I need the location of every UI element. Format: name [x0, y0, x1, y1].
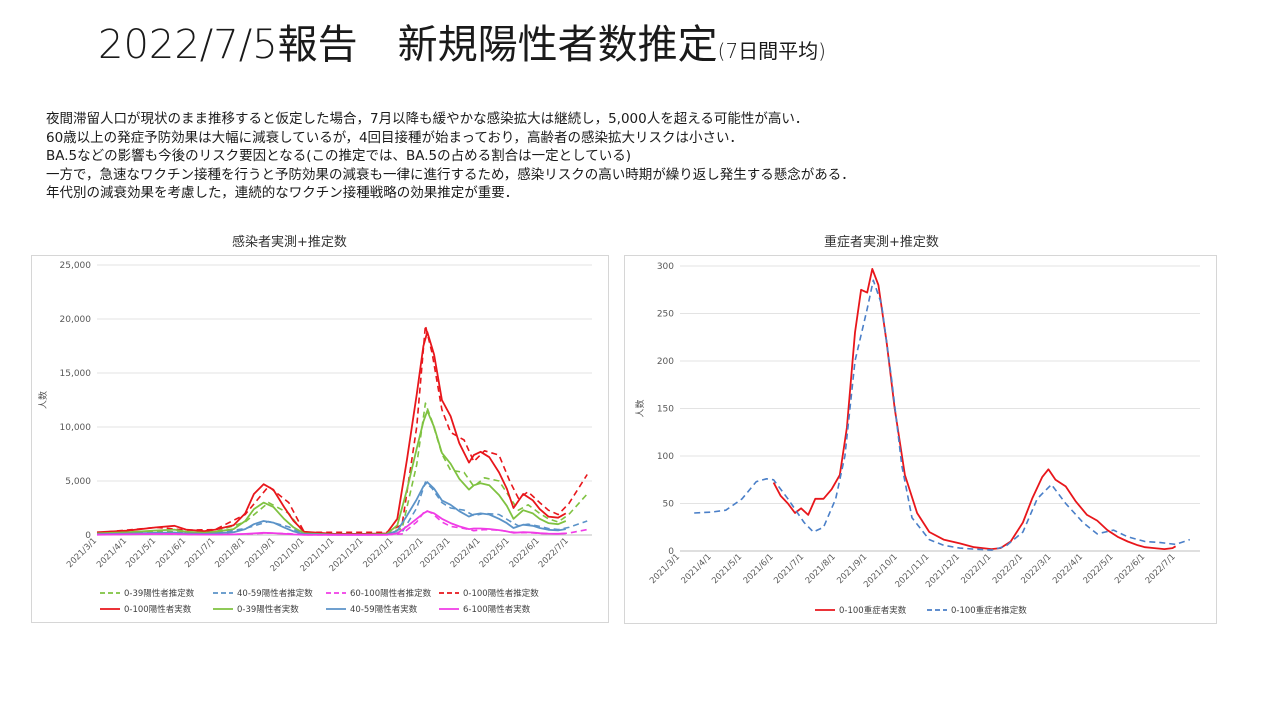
severe-chart-panel: 0 50 100 150 200 250 300 人数 2021/3/1 2021/4/1 2021…: [624, 255, 1217, 624]
legend-label: 40-59陽性者推定数: [237, 588, 313, 599]
x-tick-label: 2022/5/1: [478, 536, 512, 570]
x-tick-label: 2022/3/1: [419, 536, 453, 570]
y-tick-label: 0: [668, 547, 674, 557]
legend-label: 0-100重症者実数: [839, 605, 907, 616]
series-line: [96, 402, 588, 535]
x-tick-label: 2021/3/1: [648, 552, 682, 586]
infections-chart: 0 5,000 10,000 15,000 20,000 25,000 人数 2021/3/1…: [37, 261, 592, 615]
y-tick-label: 250: [657, 310, 674, 320]
x-tick-label: 2022/2/1: [991, 552, 1025, 586]
page-title: 2022/7/5報告 新規陽性者数推定(7日間平均): [98, 12, 826, 70]
x-tick-label: 2021/4/1: [680, 552, 714, 586]
title-suffix: (7日間平均): [717, 39, 826, 63]
x-tick-label: 2021/5/1: [710, 552, 744, 586]
legend-label: 6-100陽性者実数: [463, 604, 531, 615]
legend-label: 0-100重症者推定数: [951, 605, 1027, 616]
chart-title-infections: 感染者実測+推定数: [232, 235, 347, 250]
x-tick-label: 2022/6/1: [508, 536, 542, 570]
series-line: [96, 510, 566, 536]
y-tick-label: 300: [657, 262, 674, 272]
x-tick-label: 2021/6/1: [154, 536, 188, 570]
description: 夜間滞留人口が現状のまま推移すると仮定した場合，7月以降も緩やかな感染拡大は継続…: [46, 110, 855, 203]
y-tick-label: 15,000: [60, 369, 92, 379]
x-tick-label: 2022/1/1: [959, 552, 993, 586]
x-tick-label: 2021/6/1: [742, 552, 776, 586]
infections-chart-panel: 0 5,000 10,000 15,000 20,000 25,000 人数 2021/3/1…: [31, 255, 609, 623]
series-line: [96, 481, 566, 536]
description-line: 夜間滞留人口が現状のまま推移すると仮定した場合，7月以降も緩やかな感染拡大は継続…: [46, 111, 809, 127]
x-tick-label: 2021/8/1: [213, 536, 247, 570]
y-axis-label: 人数: [37, 391, 49, 409]
legend-label: 0-100陽性者実数: [124, 604, 192, 615]
severe-chart: 050100150200250300人数2021/3/12021/4/12021…: [634, 262, 1200, 616]
x-tick-label: 2021/7/1: [772, 552, 806, 586]
x-tick-label: 2021/7/1: [183, 536, 217, 570]
legend-label: 60-100陽性者推定数: [350, 588, 432, 599]
series-line: [96, 481, 588, 536]
x-tick-label: 2022/7/1: [537, 536, 571, 570]
description-line: 一方で，急速なワクチン接種を行うと予防効果の減衰も一律に進行するため，感染リスク…: [46, 166, 855, 183]
y-tick-label: 150: [657, 405, 674, 415]
series-line: [96, 409, 567, 536]
y-tick-label: 5,000: [65, 477, 91, 487]
x-tick-label: 2022/4/1: [449, 536, 483, 570]
y-tick-label: 100: [657, 452, 674, 462]
series-line: [772, 267, 1177, 551]
legend-label: 0-39陽性者実数: [237, 604, 299, 615]
legend-label: 0-39陽性者推定数: [124, 588, 195, 599]
legend-label: 40-59陽性者実数: [350, 604, 418, 615]
y-tick-label: 25,000: [60, 261, 92, 271]
x-tick-label: 2021/5/1: [124, 536, 158, 570]
y-tick-label: 20,000: [60, 315, 92, 325]
series-line: [96, 331, 567, 535]
legend-label: 0-100陽性者推定数: [463, 588, 539, 599]
series-line: [96, 324, 588, 534]
x-tick-label: 2022/7/1: [1144, 552, 1178, 586]
x-tick-label: 2022/1/1: [361, 536, 395, 570]
title-main: 2022/7/5報告 新規陽性者数推定: [98, 22, 718, 68]
y-axis-label: 人数: [634, 399, 646, 417]
description-line: BA.5などの影響も今後のリスク要因となる(この推定では、BA.5の占める割合は…: [46, 148, 632, 164]
x-tick-label: 2021/8/1: [804, 552, 838, 586]
y-tick-label: 10,000: [60, 423, 92, 433]
chart-title-severe: 重症者実測+推定数: [824, 235, 939, 250]
description-line: 年代別の減衰効果を考慮した，連続的なワクチン接種戦略の効果推定が重要．: [46, 185, 519, 201]
description-line: 60歳以上の発症予防効果は大幅に減衰しているが，4回目接種が始まっており，高齢者…: [46, 129, 743, 146]
y-tick-label: 50: [663, 500, 675, 510]
x-tick-label: 2022/4/1: [1051, 552, 1085, 586]
x-tick-label: 2022/5/1: [1082, 552, 1116, 586]
x-tick-label: 2022/3/1: [1019, 552, 1053, 586]
x-tick-label: 2021/4/1: [95, 536, 129, 570]
x-tick-label: 2021/3/1: [65, 536, 99, 570]
y-tick-label: 0: [85, 531, 91, 541]
y-tick-label: 200: [657, 357, 674, 367]
series-line: [694, 279, 1191, 551]
x-tick-label: 2022/6/1: [1113, 552, 1147, 586]
